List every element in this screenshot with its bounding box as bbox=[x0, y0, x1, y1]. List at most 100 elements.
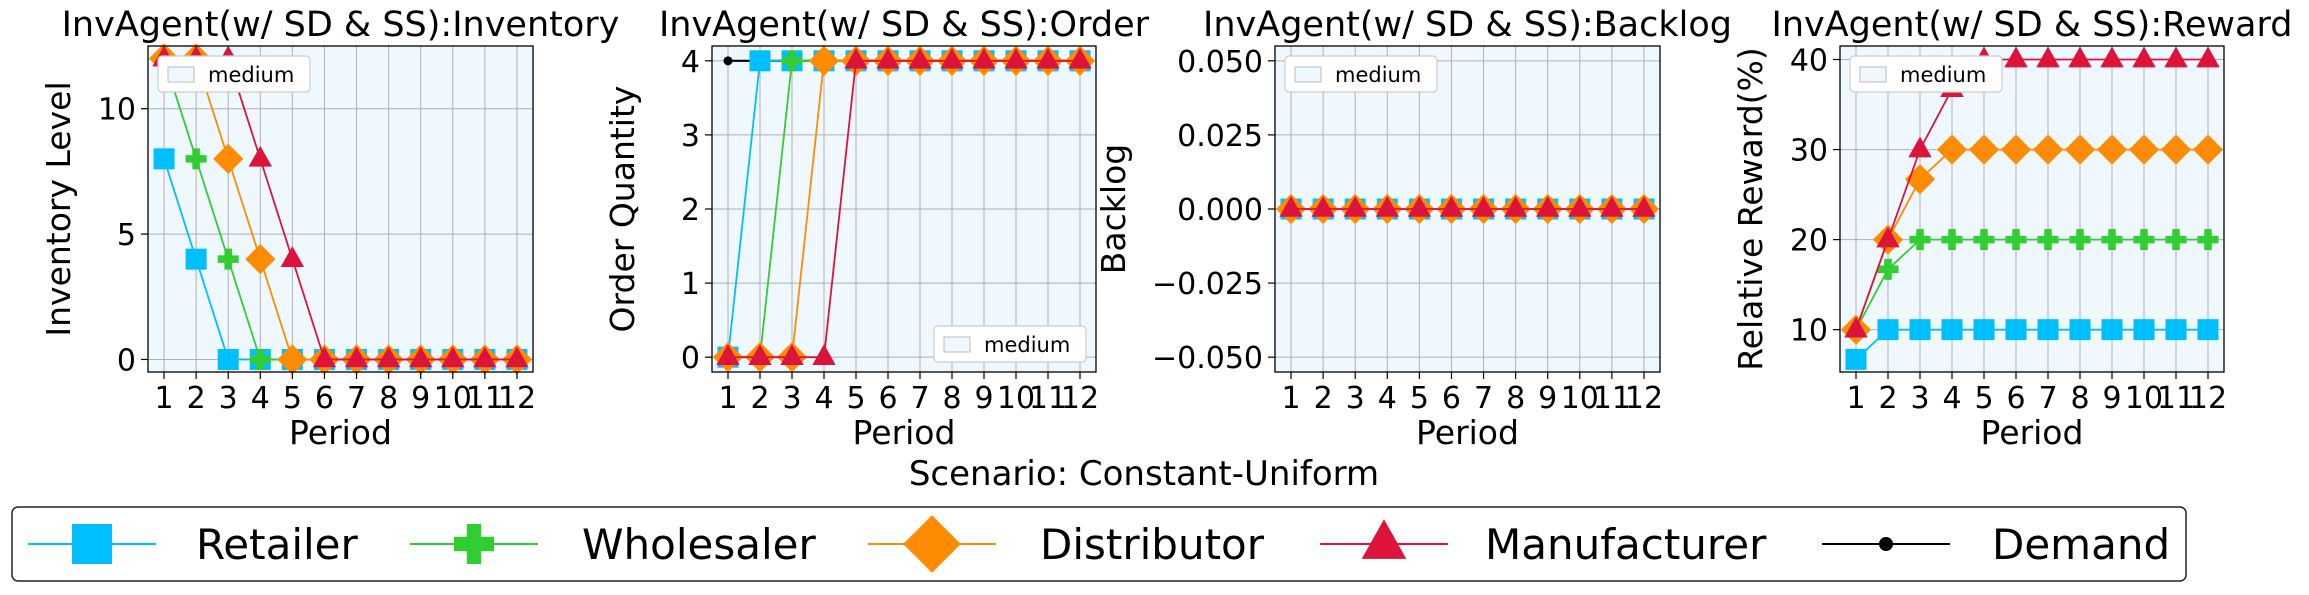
x-tick-label: 10 bbox=[2125, 381, 2163, 416]
data-point bbox=[1909, 229, 1931, 251]
data-point bbox=[2132, 46, 2156, 68]
data-point bbox=[1876, 226, 1900, 248]
y-tick-label: 0.025 bbox=[1177, 119, 1263, 154]
x-tick-label: 1 bbox=[718, 381, 737, 416]
x-tick-label: 11 bbox=[1029, 381, 1067, 416]
data-point bbox=[716, 344, 740, 365]
x-tick-label: 6 bbox=[878, 381, 897, 416]
data-point bbox=[376, 346, 401, 368]
legend-frame bbox=[157, 55, 311, 93]
data-point bbox=[808, 45, 840, 76]
y-tick-label: 5 bbox=[117, 218, 136, 253]
y-ticks: 0 1 2 3 4 bbox=[681, 45, 712, 376]
x-tick-label: 1 bbox=[1846, 381, 1865, 416]
data-point bbox=[2133, 229, 2155, 251]
data-point bbox=[2069, 319, 2091, 341]
data-point bbox=[940, 47, 964, 69]
x-tick-label: 7 bbox=[2038, 381, 2057, 416]
data-point bbox=[781, 50, 803, 72]
x-tick-label: 8 bbox=[2070, 381, 2089, 416]
data-point bbox=[408, 346, 433, 368]
x-tick-label: 5 bbox=[1974, 381, 1993, 416]
data-point bbox=[876, 47, 900, 69]
x-tick-label: 11 bbox=[466, 381, 504, 416]
series-manufacturer bbox=[1279, 195, 1656, 217]
y-tick-label: 3 bbox=[681, 119, 700, 154]
y-ticks: −0.050 −0.025 0.000 0.025 0.050 bbox=[1152, 45, 1275, 376]
legend-entry-retailer: Retailer bbox=[28, 520, 359, 569]
y-axis-label: Order Quantity bbox=[603, 86, 642, 333]
x-tick-label: 2 bbox=[187, 381, 206, 416]
data-point bbox=[153, 148, 175, 170]
x-tick-label: 8 bbox=[379, 381, 398, 416]
x-tick-label: 2 bbox=[1878, 381, 1897, 416]
legend-text: Manufacturer bbox=[1485, 520, 1767, 569]
legend-swatch bbox=[1859, 66, 1887, 83]
x-tick-label: 12 bbox=[498, 381, 536, 416]
data-point bbox=[2197, 229, 2219, 251]
y-tick-label: 10 bbox=[98, 93, 136, 128]
x-tick-label: 3 bbox=[782, 381, 801, 416]
figure-suptitle: Scenario: Constant-Uniform bbox=[909, 454, 1379, 494]
legend-entry-manufacturer: Manufacturer bbox=[1320, 519, 1767, 569]
y-tick-label: 4 bbox=[681, 45, 700, 80]
x-tick-label: 9 bbox=[1538, 381, 1557, 416]
data-point bbox=[1311, 195, 1335, 217]
data-point bbox=[280, 246, 305, 267]
data-point bbox=[1941, 319, 1963, 341]
data-point bbox=[1279, 195, 1303, 217]
legend-frame bbox=[933, 325, 1087, 363]
subplot-title: InvAgent(w/ SD & SS):Inventory bbox=[62, 5, 620, 45]
legend-text: Retailer bbox=[196, 520, 359, 569]
data-point bbox=[1941, 229, 1963, 251]
x-axis-label: Period bbox=[1981, 413, 2084, 452]
subplot-title: InvAgent(w/ SD & SS):Backlog bbox=[1203, 5, 1732, 45]
data-point bbox=[908, 47, 932, 69]
legend-marker bbox=[903, 515, 961, 573]
data-point bbox=[2068, 46, 2092, 68]
data-point bbox=[2005, 319, 2027, 341]
series-manufacturer bbox=[716, 47, 1092, 365]
data-point bbox=[2101, 319, 2123, 341]
x-tick-label: 10 bbox=[1561, 381, 1599, 416]
x-tick-label: 6 bbox=[1442, 381, 1461, 416]
data-point bbox=[1439, 195, 1464, 217]
data-point bbox=[2069, 229, 2091, 251]
y-tick-label: 0.050 bbox=[1177, 45, 1263, 80]
data-point bbox=[844, 47, 868, 69]
x-tick-label: 10 bbox=[997, 381, 1035, 416]
y-tick-label: 0.000 bbox=[1177, 193, 1263, 228]
data-point bbox=[2197, 319, 2219, 341]
data-point bbox=[1844, 316, 1868, 338]
subplot-3: 1 2 3 4 5 6 7 8 9 101112−0.050−0.0250.0000.0250.0… bbox=[1094, 5, 1732, 452]
data-point bbox=[1973, 319, 1995, 341]
legend-marker bbox=[72, 524, 112, 564]
data-point bbox=[2096, 134, 2128, 165]
data-point bbox=[248, 145, 273, 167]
data-point bbox=[473, 346, 497, 368]
x-tick-label: 3 bbox=[219, 381, 238, 416]
subplot-legend: medium bbox=[933, 325, 1087, 363]
data-point bbox=[217, 348, 239, 370]
x-tick-label: 4 bbox=[1378, 381, 1397, 416]
y-axis-label: Relative Reward(%) bbox=[1731, 47, 1770, 371]
legend-entry-demand: Demand bbox=[1822, 520, 2170, 569]
data-point bbox=[245, 244, 276, 275]
axes-frame bbox=[147, 45, 534, 373]
data-point bbox=[2196, 46, 2220, 68]
y-tick-label: 10 bbox=[1790, 314, 1828, 349]
data-point bbox=[505, 346, 529, 368]
x-tick-label: 4 bbox=[814, 381, 833, 416]
legend-label: medium bbox=[208, 63, 294, 87]
x-tick-label: 1 bbox=[154, 381, 173, 416]
subplot-title: InvAgent(w/ SD & SS):Reward bbox=[1772, 5, 2293, 45]
subplot-legend: medium bbox=[1849, 55, 2003, 93]
x-tick-label: 11 bbox=[2157, 381, 2195, 416]
data-point bbox=[2160, 134, 2192, 165]
